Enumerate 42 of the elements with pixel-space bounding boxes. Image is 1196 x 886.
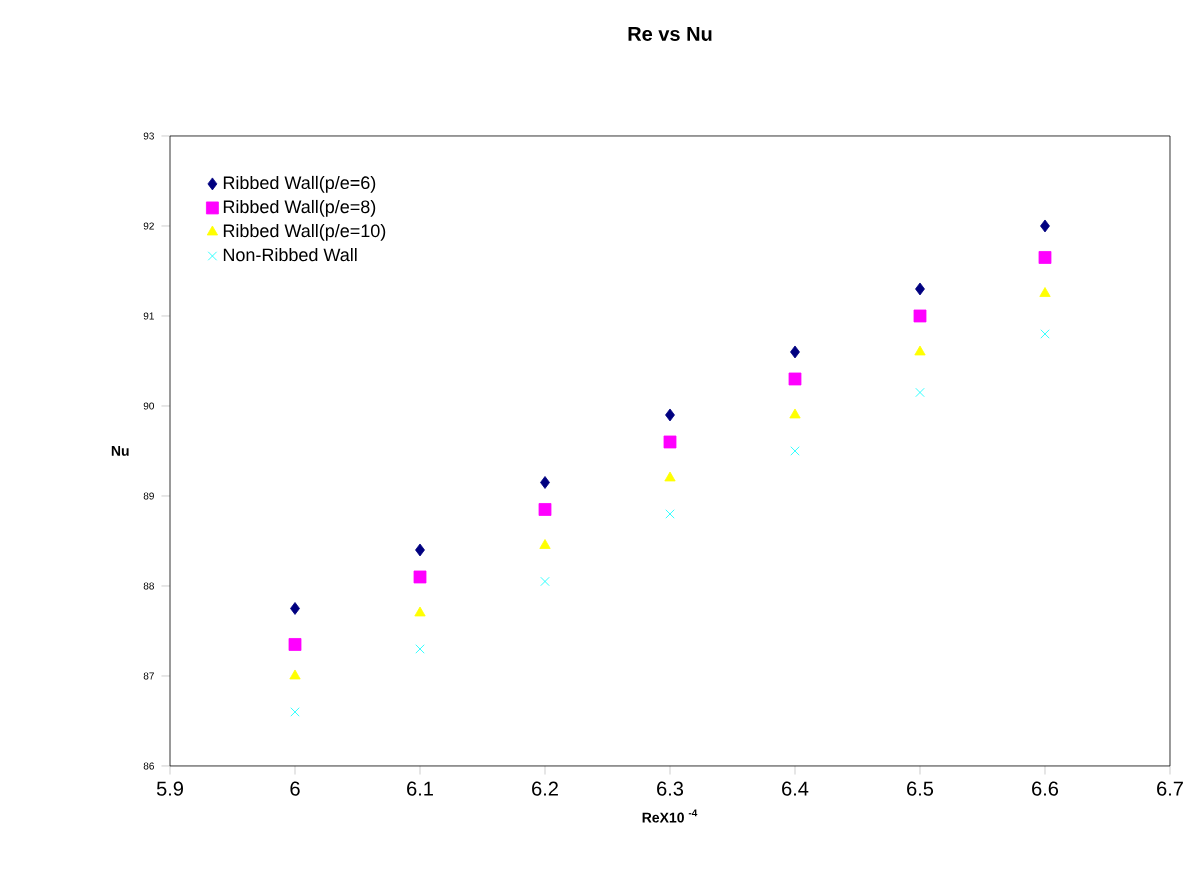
legend-label: Ribbed Wall(p/e=10): [223, 223, 386, 241]
point: [1040, 329, 1050, 339]
legend-label: Ribbed Wall(p/e=6): [223, 175, 376, 193]
point: [914, 345, 926, 356]
x-tick-label: 6: [290, 781, 300, 796]
point: [290, 602, 300, 615]
point: [539, 539, 551, 549]
x-tick-label: 6.7: [1157, 781, 1183, 796]
point: [789, 408, 801, 419]
point: [788, 372, 802, 386]
point: [665, 408, 675, 422]
point: [414, 606, 426, 617]
point: [413, 570, 427, 584]
point: [664, 471, 676, 482]
legend-label: Non-Ribbed Wall: [223, 248, 357, 262]
point: [415, 644, 425, 654]
point: [1038, 251, 1052, 264]
x-tick-label: 6.5: [907, 781, 934, 796]
point: [790, 446, 800, 456]
point: [415, 543, 425, 557]
point: [665, 509, 675, 519]
point: [913, 309, 927, 323]
x-tick-label: 6.2: [532, 781, 558, 796]
x-tick-label: 6.4: [782, 781, 809, 796]
x-tick-label: 5.9: [156, 781, 183, 796]
chart-title: Re vs Nu: [628, 26, 712, 41]
x-tick-label: 6.3: [657, 781, 684, 796]
point: [288, 638, 302, 651]
point: [540, 476, 550, 489]
x-tick-label: 6.1: [407, 781, 433, 796]
point: [290, 707, 300, 717]
legend-label: Ribbed Wall(p/e=8): [223, 199, 376, 217]
point: [915, 282, 925, 296]
point: [538, 503, 552, 516]
point: [1040, 219, 1050, 233]
point: [790, 345, 800, 359]
point: [540, 576, 550, 587]
point: [1039, 287, 1051, 297]
point: [663, 435, 677, 449]
point: [915, 387, 925, 398]
point: [289, 669, 301, 680]
x-tick-label: 6.6: [1032, 781, 1059, 796]
